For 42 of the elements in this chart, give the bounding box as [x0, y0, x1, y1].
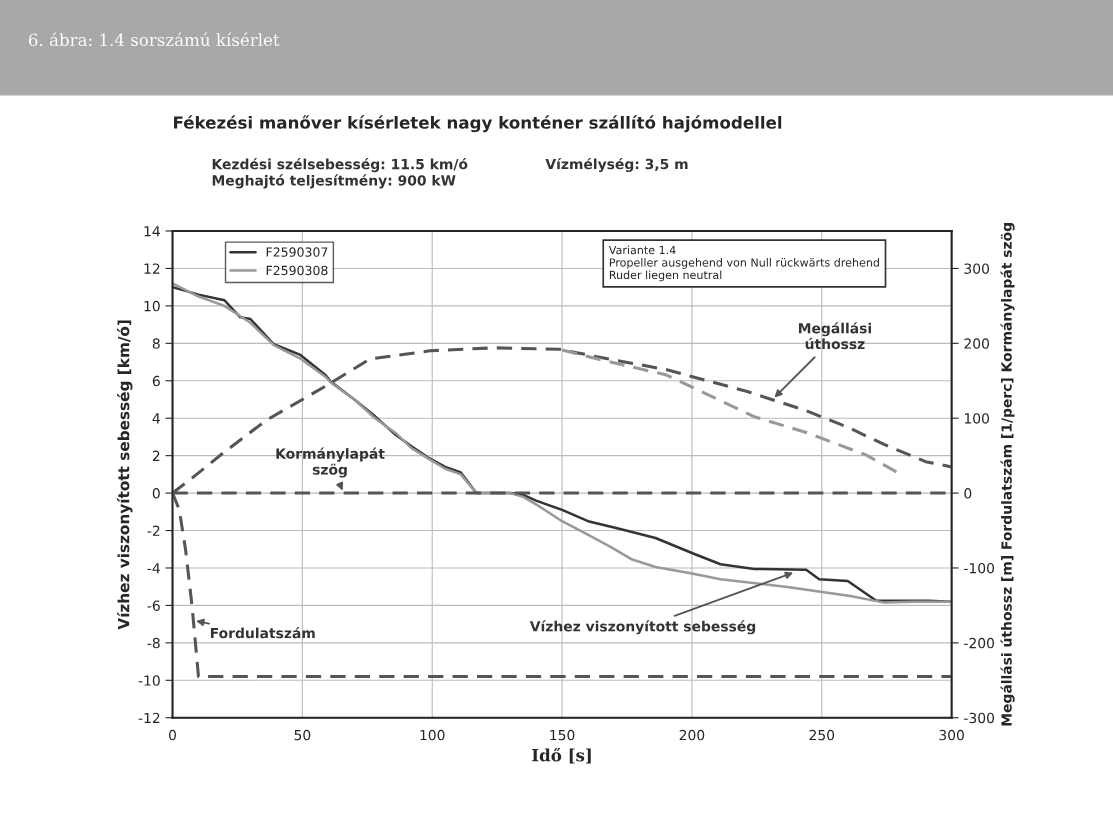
y2-tick-label: -100: [964, 562, 995, 574]
y-tick-label: -10: [138, 675, 160, 686]
y-tick-label: 12: [144, 263, 160, 274]
y-tick-label: -12: [138, 712, 160, 724]
annotation: Megállási úthossz: [798, 322, 871, 350]
y2-axis-title: Megállási úthossz [m] Fordulatszám [1/perc] Kormánylapát szög: [1000, 223, 1015, 726]
y2-tick-label: 0: [964, 488, 972, 499]
annotation: Fordulatszám: [210, 627, 315, 639]
annotation: Kormánylapát szög: [276, 447, 385, 478]
x-tick-label: 0: [169, 729, 177, 741]
legend-label: F2590308: [266, 265, 328, 276]
y2-tick-label: -300: [964, 712, 995, 724]
x-tick-label: 150: [550, 729, 575, 741]
y-axis-title: Vízhez viszonyított sebesség [km/ó]: [116, 320, 133, 630]
legend-label: F2590307: [266, 247, 328, 257]
y-tick-label: -6: [147, 600, 160, 611]
y-tick-label: -4: [147, 563, 160, 574]
y-tick-label: 6: [152, 375, 160, 387]
annotation: Variante 1.4 Propeller ausgehend von Null rückwärts drehend Ruder liegen neutral: [608, 245, 879, 282]
y-tick-label: -8: [147, 637, 160, 649]
chart-title: Fékezési manőver kísérletek nagy konténer szállító hajómodellel: [174, 115, 782, 133]
text: 6. ábra: 1.4 sorszámú kísérlet: [28, 32, 280, 47]
y-tick-label: 0: [152, 488, 160, 499]
x-tick-label: 300: [939, 729, 964, 741]
x-axis-title: Idő [s]: [532, 747, 591, 764]
y-tick-label: 14: [144, 226, 160, 237]
y2-tick-label: -200: [964, 637, 995, 649]
text: Vízmélység: 3,5 m: [545, 157, 688, 173]
x-tick-label: 250: [809, 729, 835, 741]
x-tick-label: 50: [294, 729, 311, 741]
x-tick-label: 200: [679, 729, 705, 741]
y-tick-label: 10: [144, 300, 160, 312]
y-tick-label: 2: [152, 450, 160, 461]
x-tick-label: 100: [420, 729, 445, 741]
text: Kezdési szélsebesség: 11.5 km/ó Meghajtó teljesítmény: 900 kW: [212, 158, 468, 189]
y-tick-label: -2: [147, 525, 160, 536]
annotation: Vízhez viszonyított sebesség: [529, 620, 756, 635]
y-tick-label: 4: [152, 413, 160, 424]
y2-tick-label: 100: [964, 413, 990, 424]
y2-tick-label: 200: [964, 338, 990, 349]
y2-tick-label: 300: [964, 263, 990, 274]
y-tick-label: 8: [152, 338, 160, 349]
